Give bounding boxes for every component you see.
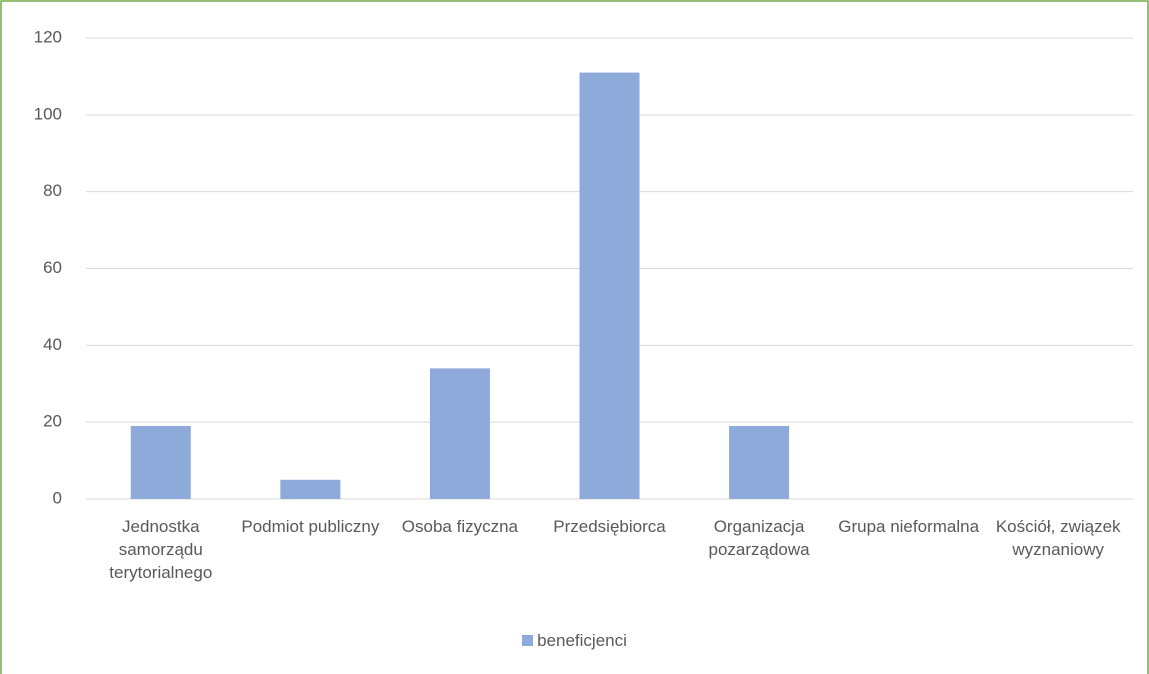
bar — [729, 426, 790, 499]
bar — [579, 72, 640, 499]
y-tick-label: 120 — [34, 27, 62, 46]
x-tick-label: Przedsiębiorca — [553, 517, 666, 536]
x-tick-label: Podmiot publiczny — [241, 517, 380, 536]
y-tick-label: 100 — [34, 104, 62, 123]
bar — [429, 368, 490, 499]
bar — [280, 479, 341, 499]
y-tick-label: 80 — [43, 181, 62, 200]
x-tick-label: Organizacja pozarządowa — [708, 517, 810, 559]
x-tick-label: Osoba fizyczna — [401, 517, 519, 536]
legend-label: beneficjenci — [537, 631, 627, 650]
legend-swatch — [522, 635, 534, 646]
legend: beneficjenci — [0, 631, 1149, 651]
x-tick-label: Kościół, związek wyznaniowy — [995, 517, 1121, 559]
y-tick-label: 60 — [43, 258, 62, 277]
y-tick-label: 20 — [43, 412, 62, 431]
bar — [130, 426, 191, 499]
y-tick-label: 40 — [43, 335, 62, 354]
x-tick-label: Jednostka samorządu terytorialnego — [109, 517, 213, 582]
y-tick-label: 0 — [53, 488, 62, 507]
x-tick-label: Grupa nieformalna — [838, 517, 980, 536]
